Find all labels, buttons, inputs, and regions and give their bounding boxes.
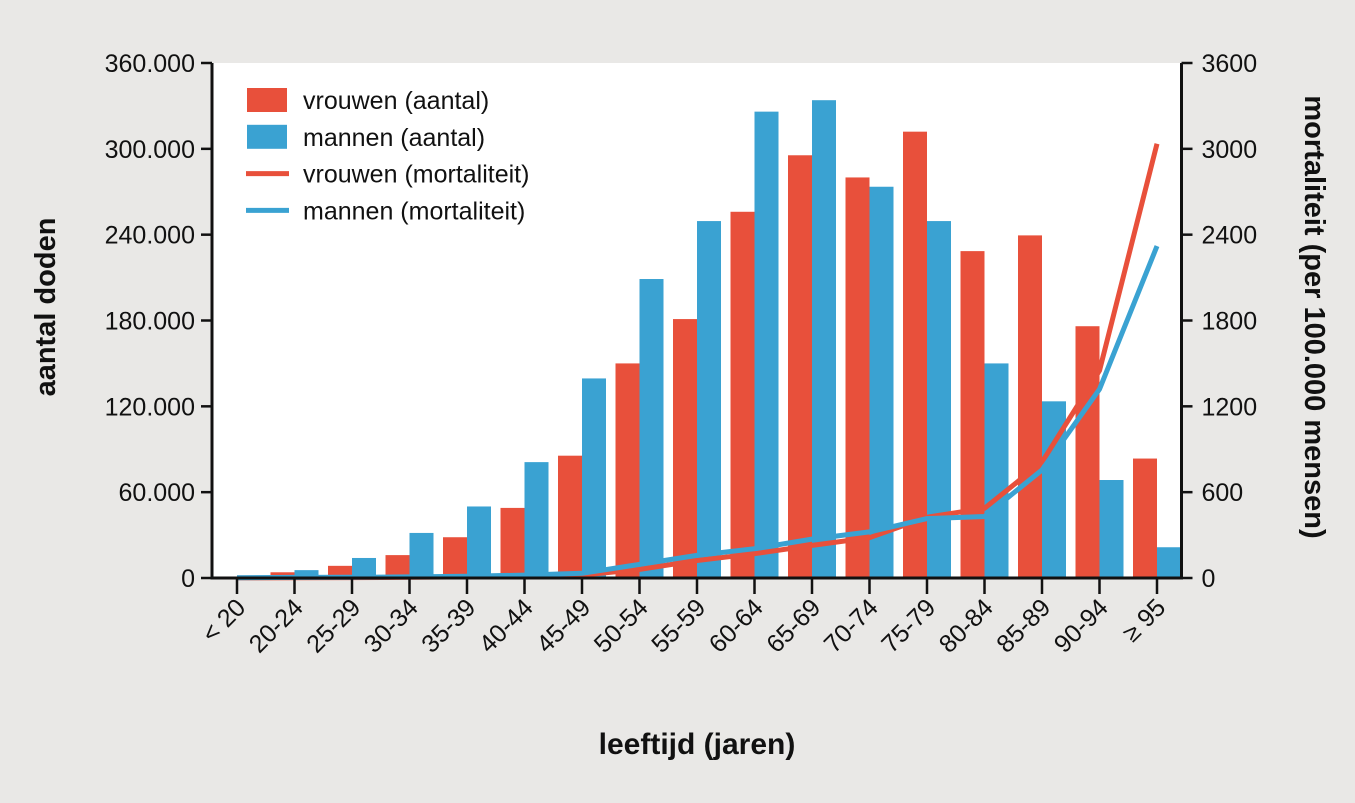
bar-vrouwen-aantal-90-94 [1075, 326, 1100, 578]
x-tick-label-75-79: 75-79 [876, 593, 941, 658]
bar-vrouwen-aantal-50-54 [615, 363, 640, 578]
y-right-tick-label: 1200 [1202, 393, 1258, 421]
bar-mannen-aantal-40-44 [524, 462, 549, 578]
x-tick-label-25-29: 25-29 [301, 593, 366, 658]
bar-vrouwen-aantal-35-39 [443, 537, 467, 578]
x-tick-label-85-89: 85-89 [991, 593, 1056, 658]
y-left-tick-label: 240.000 [105, 222, 195, 250]
y-right-tick-label: 600 [1202, 479, 1244, 507]
legend-label-mannen-aantal: mannen (aantal) [303, 124, 485, 152]
y-left-tick-label: 180.000 [105, 308, 195, 336]
y-right-tick-label: 2400 [1202, 222, 1258, 250]
axis-spines [210, 63, 1183, 580]
x-tick-label-65-69: 65-69 [761, 593, 826, 658]
y-left-tick-label: 60.000 [119, 479, 195, 507]
y-left-tick-label: 120.000 [105, 393, 195, 421]
bar-mannen-aantal-95 [1157, 547, 1181, 578]
x-tick-label-30-34: 30-34 [359, 593, 424, 658]
y-axis-title-left: aantal doden [30, 218, 62, 397]
bars-group [213, 100, 1181, 579]
x-tick-label-50-54: 50-54 [589, 593, 654, 658]
legend-swatch-vrouwen-aantal [247, 88, 287, 112]
x-tick-label-55-59: 55-59 [646, 593, 711, 658]
x-tick-label-40-44: 40-44 [474, 593, 539, 658]
bar-vrouwen-aantal-55-59 [673, 319, 697, 578]
legend-label-vrouwen-aantal: vrouwen (aantal) [303, 87, 489, 115]
bar-mannen-aantal-50-54 [639, 279, 664, 578]
bar-mannen-aantal-55-59 [697, 221, 721, 578]
legend: vrouwen (aantal) mannen (aantal) vrouwen (… [246, 87, 529, 225]
x-tick-label-95: ≥ 95 [1117, 593, 1171, 647]
bar-mannen-aantal-90-94 [1099, 480, 1124, 578]
y-axis-title-right: mortaliteit (per 100.000 mensen) [1298, 95, 1330, 538]
x-tick-label-80-84: 80-84 [934, 593, 999, 658]
bar-mannen-aantal-75-79 [927, 221, 951, 578]
legend-label-mannen-mortaliteit: mannen (mortaliteit) [303, 197, 525, 225]
bar-vrouwen-aantal-95 [1133, 458, 1157, 578]
y-right-tick-label: 3600 [1202, 50, 1258, 78]
bar-vrouwen-aantal-40-44 [500, 507, 525, 578]
x-tick-label-20: < 20 [197, 593, 252, 648]
y-left-tick-label: 360.000 [105, 50, 195, 78]
legend-label-vrouwen-mortaliteit: vrouwen (mortaliteit) [303, 161, 529, 189]
y-left-tick-label: 300.000 [105, 136, 195, 164]
bar-mannen-aantal-70-74 [869, 186, 894, 579]
bar-mannen-aantal-45-49 [582, 378, 606, 578]
x-tick-label-90-94: 90-94 [1049, 593, 1114, 658]
y-right-tick-label: 1800 [1202, 308, 1258, 336]
x-tick-label-60-64: 60-64 [704, 593, 769, 658]
bar-vrouwen-aantal-80-84 [960, 251, 985, 579]
x-tick-label-35-39: 35-39 [416, 593, 481, 658]
y-right-tick-label: 3000 [1202, 136, 1258, 164]
y-left-tick-label: 0 [181, 565, 195, 593]
bar-vrouwen-aantal-65-69 [788, 155, 812, 579]
bar-mannen-aantal-30-34 [409, 532, 434, 578]
bar-mannen-aantal-60-64 [754, 111, 779, 578]
bar-mannen-aantal-35-39 [467, 506, 491, 578]
bar-vrouwen-aantal-75-79 [903, 131, 927, 578]
bar-mannen-aantal-25-29 [352, 557, 376, 578]
x-axis-title: leeftijd (jaren) [599, 728, 796, 761]
bar-mannen-aantal-20-24 [294, 570, 319, 578]
x-tick-label-70-74: 70-74 [819, 593, 884, 658]
x-tick-label-20-24: 20-24 [244, 593, 309, 658]
bar-vrouwen-aantal-85-89 [1018, 235, 1042, 578]
bar-mannen-aantal-65-69 [812, 100, 836, 578]
bar-vrouwen-aantal-70-74 [845, 177, 870, 578]
bar-mannen-aantal-80-84 [984, 363, 1009, 578]
x-tick-label-45-49: 45-49 [531, 593, 596, 658]
legend-swatch-mannen-aantal [247, 124, 287, 149]
bar-vrouwen-aantal-60-64 [730, 211, 755, 578]
bar-vrouwen-aantal-30-34 [385, 555, 410, 578]
bar-vrouwen-aantal-45-49 [558, 455, 582, 578]
y-right-tick-label: 0 [1202, 565, 1216, 593]
